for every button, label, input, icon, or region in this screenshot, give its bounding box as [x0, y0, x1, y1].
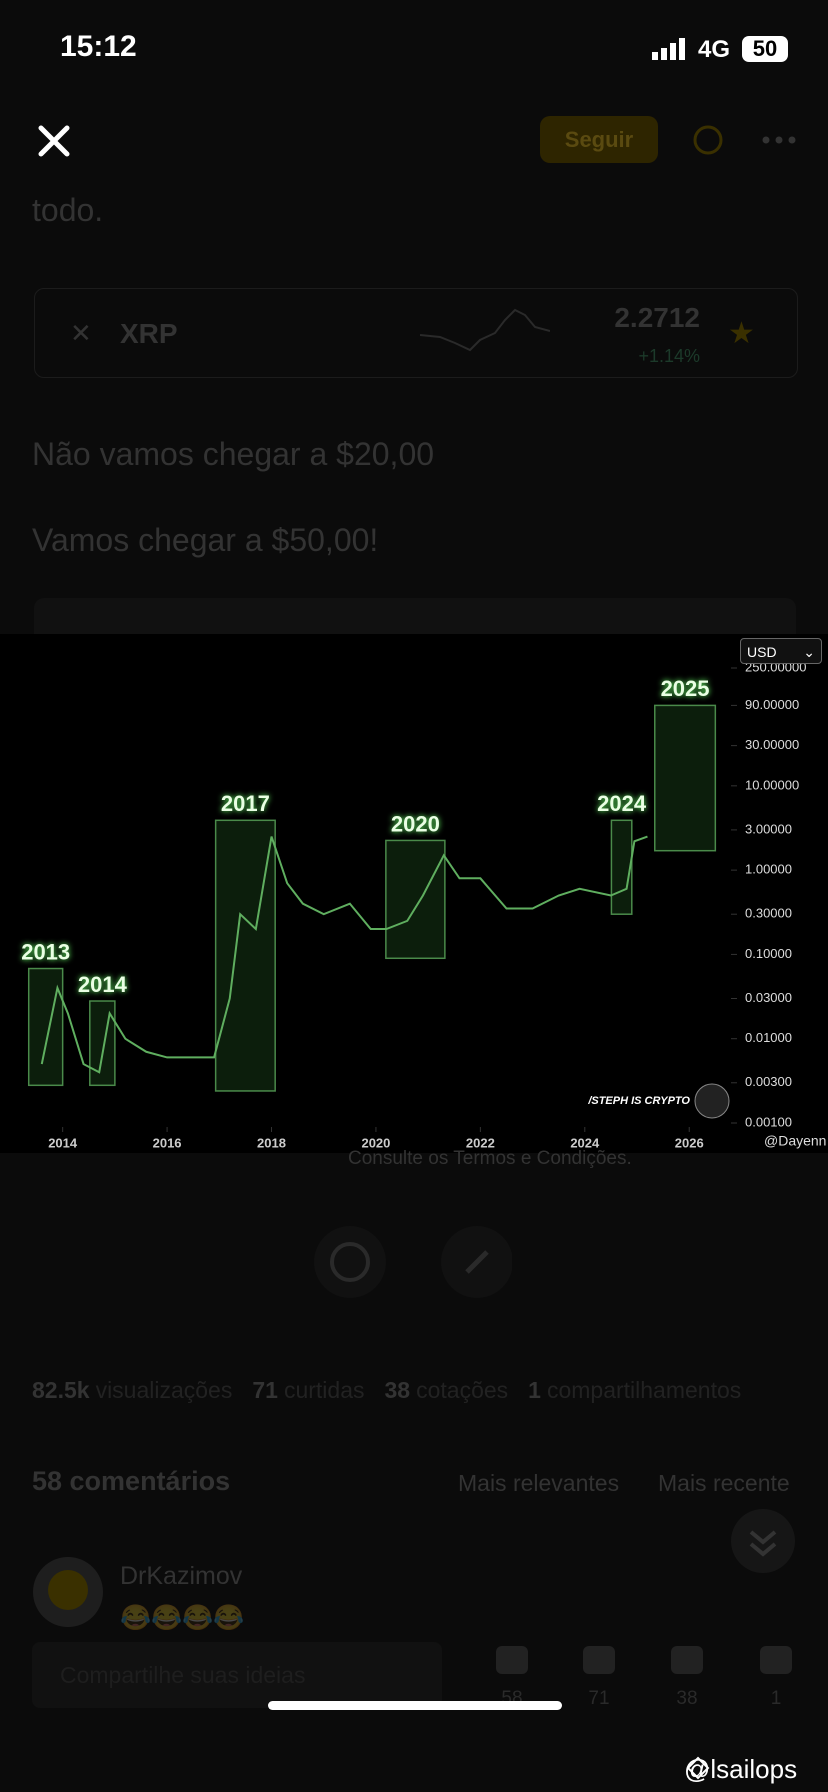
stat: 38 cotações	[385, 1377, 509, 1404]
post-line: Não vamos chegar a $20,00	[32, 436, 435, 472]
coin-card[interactable]	[34, 288, 798, 378]
scroll-down-button[interactable]	[730, 1508, 796, 1574]
stats: 82.5k visualizações 71 curtidas 38 cotações 1 c…	[32, 1377, 741, 1404]
signal-icon	[652, 38, 685, 60]
y-tick-label: 3.00000	[745, 821, 792, 836]
x-tick-label: 2022	[466, 1135, 495, 1150]
currency-select[interactable]: USD ⌄	[740, 638, 822, 664]
stat: 71 curtidas	[252, 1377, 364, 1404]
status-time: 15:12	[60, 30, 137, 63]
y-tick-label: 30.00000	[745, 737, 799, 752]
price-line	[40, 835, 648, 1074]
comments-title: 58 comentários	[32, 1466, 231, 1496]
y-tick-label: 0.00300	[745, 1074, 792, 1089]
follow-button[interactable]: Seguir	[540, 116, 658, 163]
coin-icon: ✕	[70, 318, 92, 348]
y-tick-label: 0.10000	[745, 946, 792, 961]
highlight-box	[214, 819, 276, 1092]
chart: 0.00100 0.00300 0.01000 0.03000 0.10000 0.300…	[0, 634, 828, 1153]
battery: 50	[742, 36, 788, 62]
disclaimer: Consulte os Termos e Condições.	[348, 1148, 632, 1169]
y-tick-label: 0.01000	[745, 1030, 792, 1045]
comment-text: 😂😂😂😂	[120, 1604, 245, 1632]
stat: 1 compartilhamentos	[528, 1377, 741, 1404]
more-icon[interactable]	[762, 136, 796, 144]
comment-author: DrKazimov	[120, 1562, 243, 1590]
x-tick-label: 2020	[361, 1135, 390, 1150]
watermark-avatar	[694, 1083, 730, 1119]
x-tick-label: 2018	[257, 1135, 286, 1150]
sort-recent[interactable]: Mais recente	[658, 1470, 790, 1496]
y-tick-label: 0.00100	[745, 1114, 792, 1129]
network: 4G	[698, 36, 731, 63]
highlight-label: 2013	[21, 939, 70, 964]
highlight-label: 2025	[661, 676, 710, 701]
highlight-box	[385, 839, 446, 960]
chart-credit: @Dayenn	[764, 1133, 826, 1149]
coin-change: +1.14%	[638, 346, 700, 366]
highlight-label: 2017	[221, 791, 270, 816]
action-count: 38	[676, 1688, 698, 1709]
highlight-label: 2024	[597, 791, 647, 816]
y-tick-label: 0.30000	[745, 906, 792, 921]
watermark: @lsailops	[684, 1754, 798, 1784]
highlight-box	[610, 819, 633, 915]
chart-watermark: /STEPH IS CRYPTO	[587, 1095, 690, 1107]
stat-count: 38	[384, 1377, 411, 1403]
action-count: 1	[770, 1688, 782, 1709]
y-tick-label: 0.03000	[745, 990, 792, 1005]
y-tick-label: 10.00000	[745, 777, 799, 792]
x-tick-label: 2024	[570, 1135, 600, 1150]
close-button[interactable]	[38, 125, 70, 157]
comment-avatar	[33, 1557, 103, 1627]
comment-input[interactable]	[32, 1642, 442, 1708]
coin-symbol: XRP	[120, 318, 178, 349]
sort-relevant[interactable]: Mais relevantes	[458, 1470, 620, 1496]
highlight-box	[89, 1000, 116, 1087]
currency: USD	[747, 644, 777, 660]
stat-label: visualizações	[95, 1377, 233, 1403]
favorite-star[interactable]: ★	[728, 317, 755, 350]
post-text: todo.	[32, 192, 104, 228]
x-tick-label: 2014	[48, 1135, 78, 1150]
comment-placeholder: Compartilhe suas ideias	[60, 1662, 306, 1688]
stat-count: 1	[528, 1377, 541, 1403]
action-icon[interactable]	[760, 1646, 792, 1674]
home-indicator	[268, 1701, 562, 1710]
action-icon[interactable]	[671, 1646, 703, 1674]
action-count: 71	[588, 1688, 610, 1709]
y-tick-label: 1.00000	[745, 862, 792, 877]
stat-label: curtidas	[283, 1377, 365, 1403]
x-tick-label: 2016	[153, 1135, 182, 1150]
highlight-label: 2020	[391, 811, 440, 836]
action-icon[interactable]	[583, 1646, 615, 1674]
watermark-logo	[686, 1756, 710, 1780]
action-icon[interactable]	[496, 1646, 528, 1674]
stat-label: compartilhamentos	[546, 1377, 742, 1403]
highlight-label: 2014	[78, 972, 128, 997]
stat-count: 82.5k	[32, 1377, 90, 1403]
stat-count: 71	[252, 1377, 278, 1403]
chart-card	[34, 598, 796, 638]
translate-icon[interactable]	[692, 124, 724, 156]
stat: 82.5k visualizações	[32, 1377, 232, 1404]
highlight-box	[654, 704, 717, 852]
stat-label: cotações	[416, 1377, 509, 1403]
y-tick-label: 90.00000	[745, 697, 799, 712]
x-tick-label: 2026	[675, 1135, 704, 1150]
post-line: Vamos chegar a $50,00!	[32, 522, 379, 558]
coin-price: 2.2712	[614, 302, 700, 333]
share-buttons[interactable]	[312, 1224, 512, 1300]
coin-sparkline	[420, 308, 550, 352]
